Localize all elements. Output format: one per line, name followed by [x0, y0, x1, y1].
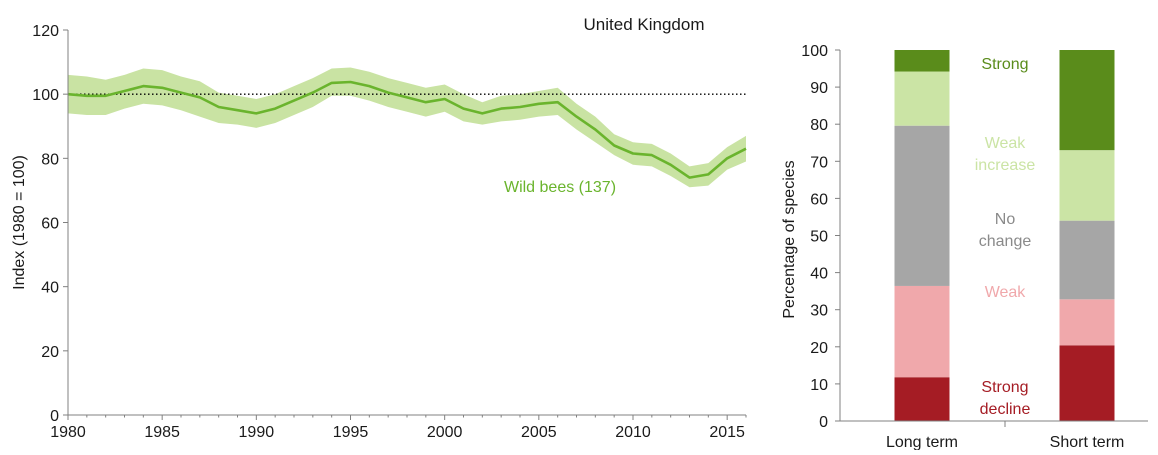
bar-y-tick-label: 40 — [810, 266, 828, 283]
bar-segment-weak-increase — [1059, 150, 1115, 221]
x-tick-label: 2015 — [709, 424, 745, 441]
x-tick-label: 1980 — [50, 424, 86, 441]
bar-y-tick-label: 30 — [810, 303, 828, 320]
bar-y-tick-label: 90 — [810, 80, 828, 97]
bar-segment-strong-decline — [1059, 345, 1115, 421]
legend-label: increase — [975, 157, 1036, 174]
y-tick-label: 40 — [41, 280, 59, 297]
bar-y-axis-label: Percentage of species — [781, 160, 798, 318]
series-label-wild-bees: Wild bees (137) — [504, 179, 616, 196]
y-tick-label: 120 — [32, 23, 59, 40]
legend-label: decline — [980, 401, 1031, 418]
y-tick-label: 100 — [32, 87, 59, 104]
series-line-wild-bees — [67, 80, 747, 179]
y-axis-label: Index (1980 = 100) — [11, 155, 28, 290]
category-label: Short term — [1050, 434, 1125, 450]
bar-segment-weak-increase — [894, 71, 950, 126]
legend-label: Weak — [985, 284, 1027, 301]
bar-y-tick-label: 0 — [819, 414, 828, 431]
x-tick-label: 2000 — [427, 424, 463, 441]
x-tick-label: 2010 — [615, 424, 651, 441]
bar-segment-no-change — [894, 125, 950, 286]
y-tick-label: 0 — [50, 408, 59, 425]
chart-title: United Kingdom — [584, 15, 705, 34]
confidence-band — [68, 67, 746, 188]
bar-segment-strong-decline — [894, 377, 950, 421]
legend-label: No — [995, 211, 1016, 228]
x-tick-label: 2005 — [521, 424, 557, 441]
y-tick-label: 80 — [41, 151, 59, 168]
legend-label: Strong — [981, 56, 1028, 73]
bar-segment-weak — [894, 285, 950, 378]
bar-y-tick-label: 70 — [810, 154, 828, 171]
category-label: Long term — [886, 434, 958, 450]
bar-segment-weak — [1059, 299, 1115, 346]
bar-segment-strong — [1059, 50, 1115, 151]
bar-y-tick-label: 80 — [810, 117, 828, 134]
y-tick-label: 20 — [41, 344, 59, 361]
bar-segment-no-change — [1059, 220, 1115, 300]
x-tick-label: 1985 — [144, 424, 180, 441]
bar-y-tick-label: 10 — [810, 377, 828, 394]
x-tick-label: 1990 — [239, 424, 275, 441]
legend-label: change — [979, 233, 1032, 250]
y-tick-label: 60 — [41, 216, 59, 233]
bar-y-tick-label: 20 — [810, 340, 828, 357]
bar-y-tick-label: 60 — [810, 191, 828, 208]
bar-y-tick-label: 50 — [810, 229, 828, 246]
bar-y-tick-label: 100 — [801, 43, 828, 60]
bar-segment-strong — [894, 50, 950, 72]
legend-label: Weak — [985, 135, 1027, 152]
legend-label: Strong — [981, 379, 1028, 396]
x-tick-label: 1995 — [333, 424, 369, 441]
